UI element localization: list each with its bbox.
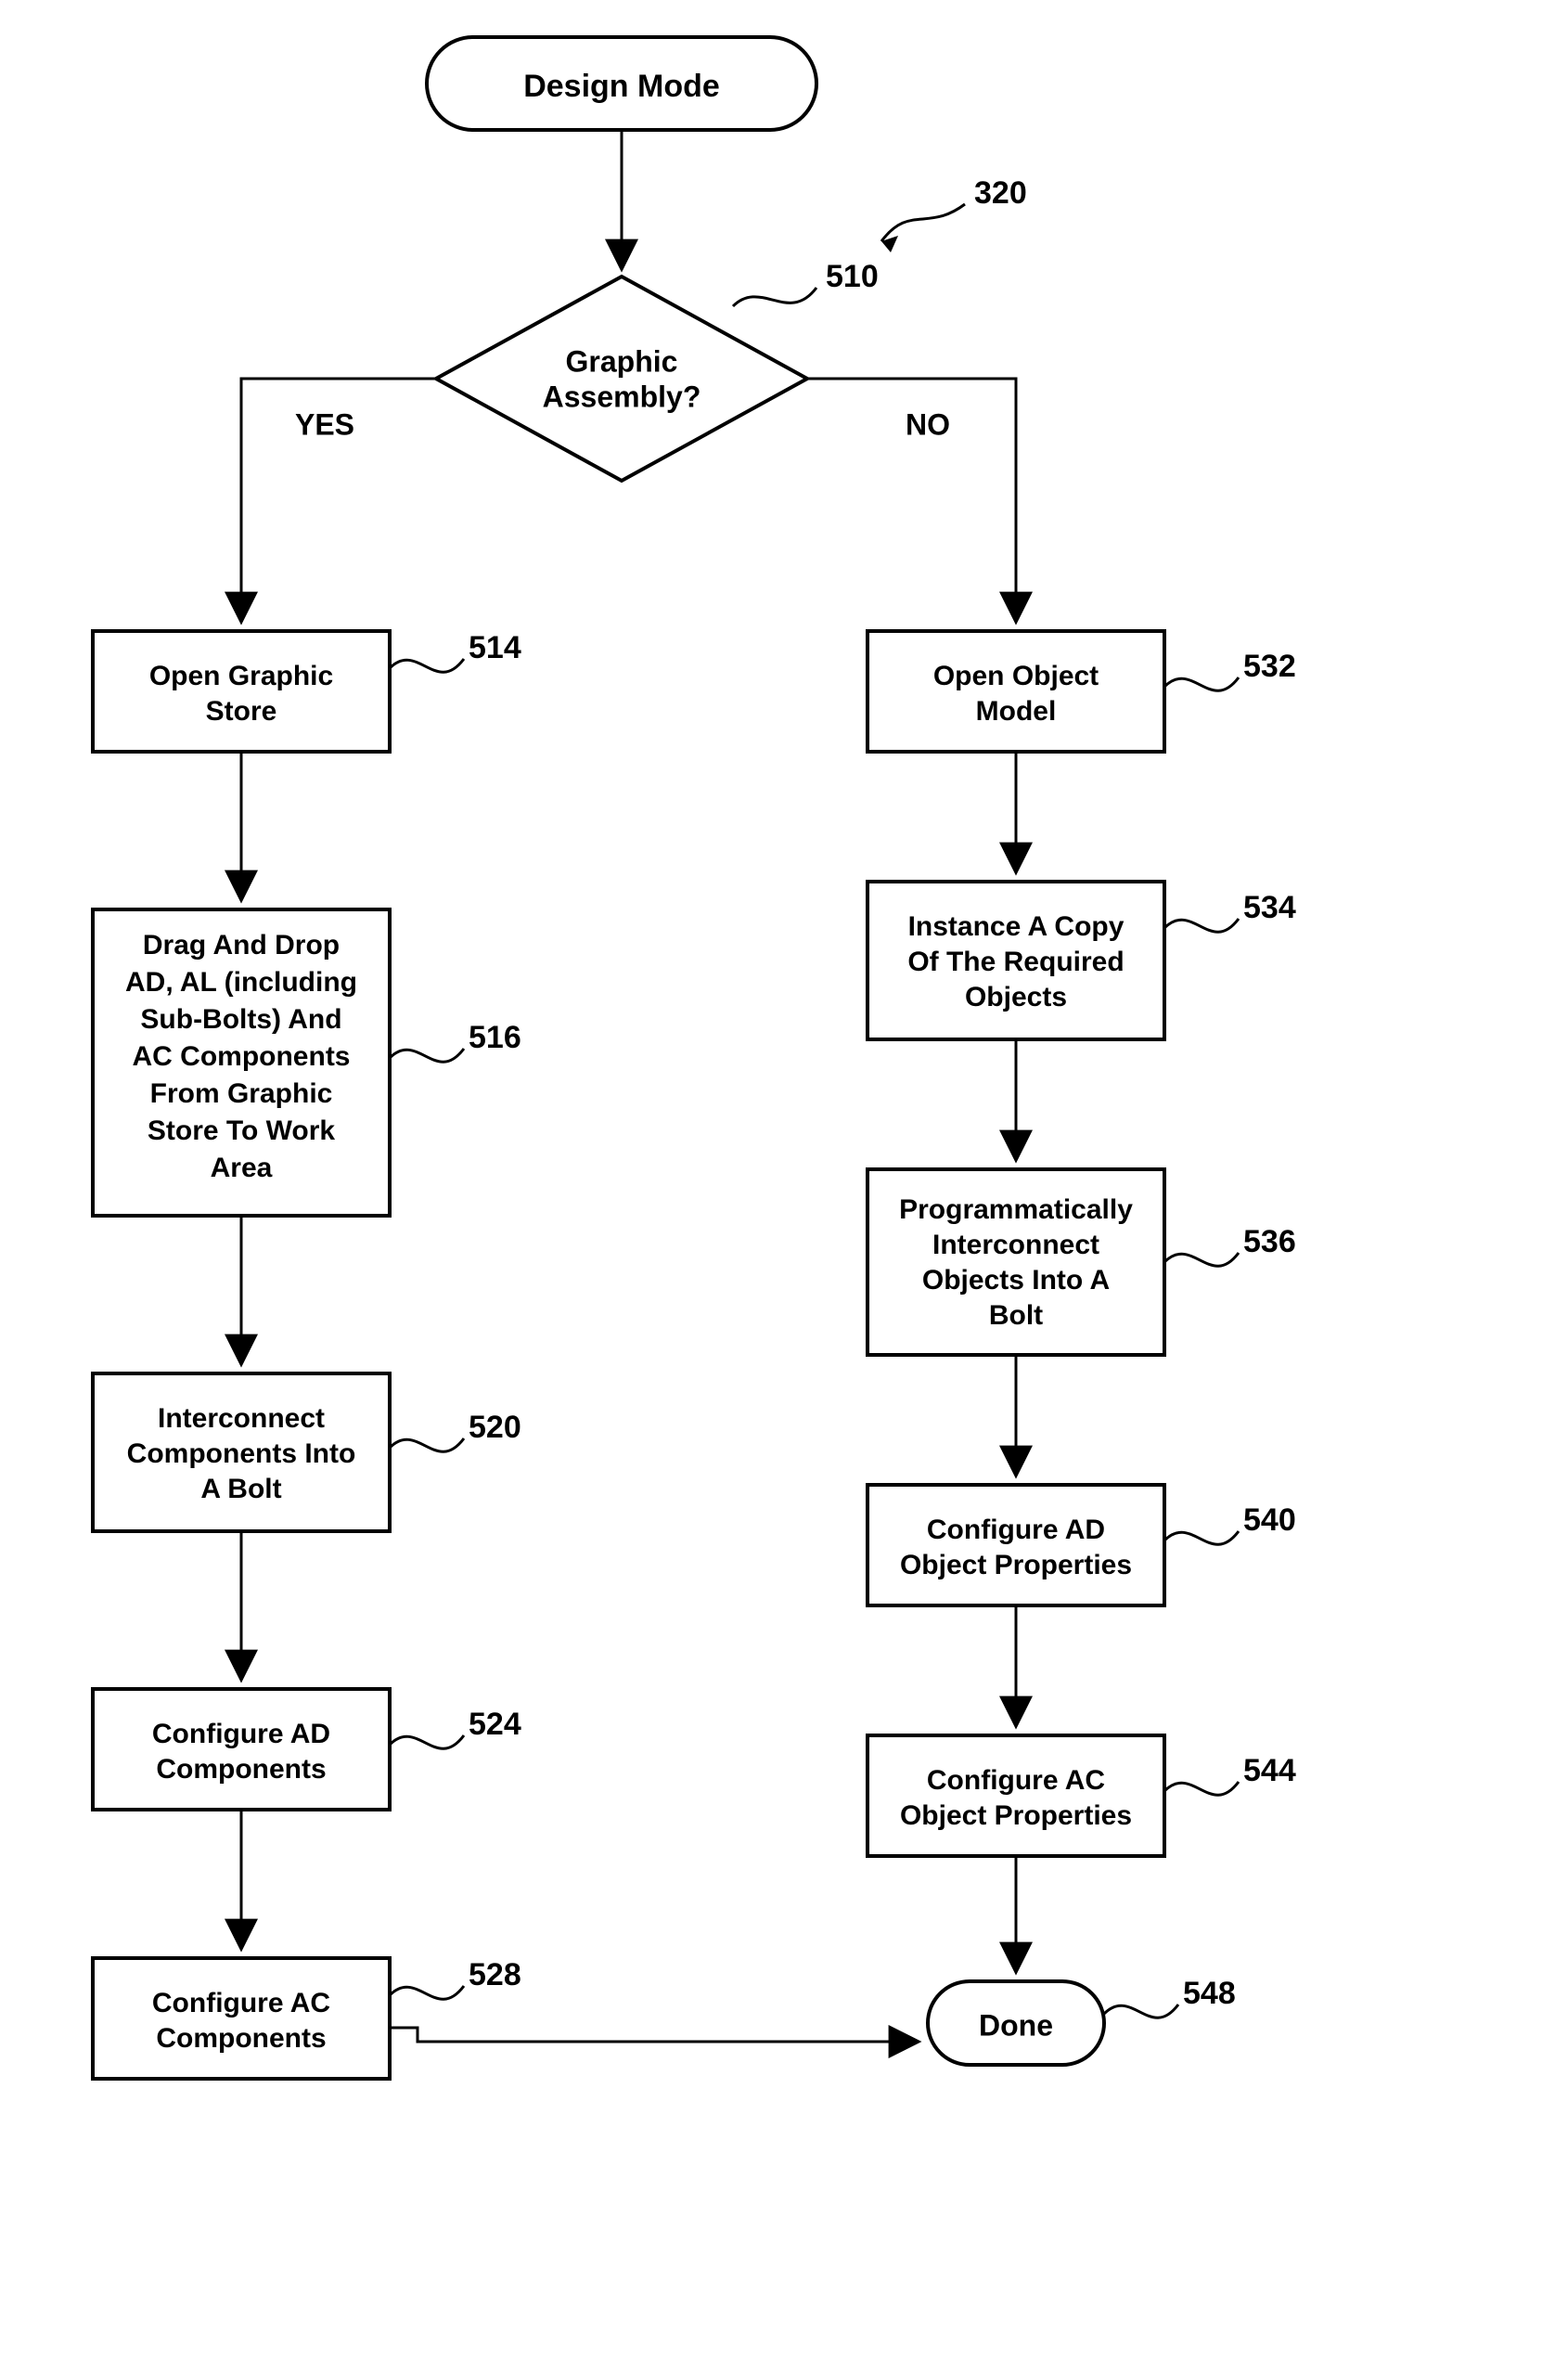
r4-node: Configure AD Object Properties <box>868 1485 1164 1605</box>
topref-annotation: 320 <box>881 175 1027 252</box>
svg-text:516: 516 <box>469 1020 521 1055</box>
svg-text:Components: Components <box>156 1754 326 1785</box>
svg-text:Model: Model <box>976 696 1057 727</box>
start-node: Design Mode <box>427 37 816 130</box>
svg-text:544: 544 <box>1243 1753 1296 1788</box>
svg-text:Components Into: Components Into <box>127 1438 356 1469</box>
l3-ref: 520 <box>390 1410 521 1451</box>
svg-text:Components: Components <box>156 2023 326 2054</box>
r1-ref: 532 <box>1164 649 1296 690</box>
r2-node: Instance A Copy Of The Required Objects <box>868 882 1164 1039</box>
decision-line2: Assembly? <box>543 380 701 413</box>
done-node: Done <box>928 1981 1104 2065</box>
svg-text:Of The Required: Of The Required <box>907 947 1124 977</box>
l5-ref: 528 <box>390 1957 521 1999</box>
svg-text:Configure AC: Configure AC <box>152 1988 330 2018</box>
svg-text:532: 532 <box>1243 649 1296 684</box>
svg-text:AD, AL (including: AD, AL (including <box>125 967 357 998</box>
svg-text:A Bolt: A Bolt <box>200 1474 281 1504</box>
svg-text:Programmatically: Programmatically <box>899 1194 1133 1225</box>
svg-text:Store: Store <box>206 696 277 727</box>
r3-ref: 536 <box>1164 1224 1296 1266</box>
flowchart-canvas: Design Mode 320 Graphic Assembly? 510 YE… <box>0 0 1568 2372</box>
r2-ref: 534 <box>1164 890 1296 932</box>
svg-text:514: 514 <box>469 630 521 665</box>
l2-node: Drag And Drop AD, AL (including Sub-Bolt… <box>93 909 390 1216</box>
svg-text:Configure AD: Configure AD <box>152 1719 330 1749</box>
l4-ref: 524 <box>390 1707 521 1748</box>
r4-ref: 540 <box>1164 1502 1296 1544</box>
yes-label: YES <box>295 407 354 441</box>
svg-text:520: 520 <box>469 1410 521 1445</box>
decision-ref: 510 <box>733 259 879 306</box>
r1-node: Open Object Model <box>868 631 1164 752</box>
svg-text:From Graphic: From Graphic <box>150 1078 333 1109</box>
l2-ref: 516 <box>390 1020 521 1062</box>
l5-node: Configure AC Components <box>93 1958 390 2079</box>
l4-node: Configure AD Components <box>93 1689 390 1810</box>
svg-text:Objects: Objects <box>965 982 1067 1012</box>
edge-l5-done <box>390 2028 919 2042</box>
svg-text:534: 534 <box>1243 890 1296 925</box>
svg-text:Interconnect: Interconnect <box>932 1230 1099 1260</box>
svg-text:Open Graphic: Open Graphic <box>149 661 333 691</box>
l1-ref: 514 <box>390 630 521 672</box>
svg-text:540: 540 <box>1243 1502 1296 1538</box>
svg-text:548: 548 <box>1183 1976 1236 2011</box>
done-label: Done <box>979 2008 1053 2042</box>
decision-line1: Graphic <box>566 344 678 378</box>
svg-text:Sub-Bolts) And: Sub-Bolts) And <box>140 1004 341 1035</box>
l1-node: Open Graphic Store <box>93 631 390 752</box>
no-label: NO <box>906 407 950 441</box>
svg-text:Store To Work: Store To Work <box>148 1115 336 1146</box>
svg-text:Bolt: Bolt <box>989 1300 1043 1331</box>
svg-text:Configure AC: Configure AC <box>927 1765 1105 1796</box>
done-ref: 548 <box>1104 1976 1236 2017</box>
svg-text:Open Object: Open Object <box>933 661 1099 691</box>
topref-label: 320 <box>974 175 1027 211</box>
r5-ref: 544 <box>1164 1753 1296 1795</box>
svg-text:Configure AD: Configure AD <box>927 1515 1105 1545</box>
svg-text:536: 536 <box>1243 1224 1296 1259</box>
svg-text:524: 524 <box>469 1707 521 1742</box>
r3-node: Programmatically Interconnect Objects In… <box>868 1169 1164 1355</box>
svg-text:528: 528 <box>469 1957 521 1992</box>
r5-node: Configure AC Object Properties <box>868 1735 1164 1856</box>
start-label: Design Mode <box>523 69 720 104</box>
svg-text:Objects Into A: Objects Into A <box>922 1265 1110 1296</box>
svg-text:Object Properties: Object Properties <box>900 1800 1132 1831</box>
l3-node: Interconnect Components Into A Bolt <box>93 1373 390 1531</box>
svg-text:Interconnect: Interconnect <box>158 1403 325 1434</box>
svg-text:Area: Area <box>211 1153 273 1183</box>
svg-text:510: 510 <box>826 259 879 294</box>
svg-text:Object Properties: Object Properties <box>900 1550 1132 1580</box>
svg-text:Instance A Copy: Instance A Copy <box>908 911 1125 942</box>
decision-node: Graphic Assembly? <box>436 277 807 481</box>
svg-text:Drag And Drop: Drag And Drop <box>143 930 340 960</box>
svg-text:AC Components: AC Components <box>133 1041 351 1072</box>
